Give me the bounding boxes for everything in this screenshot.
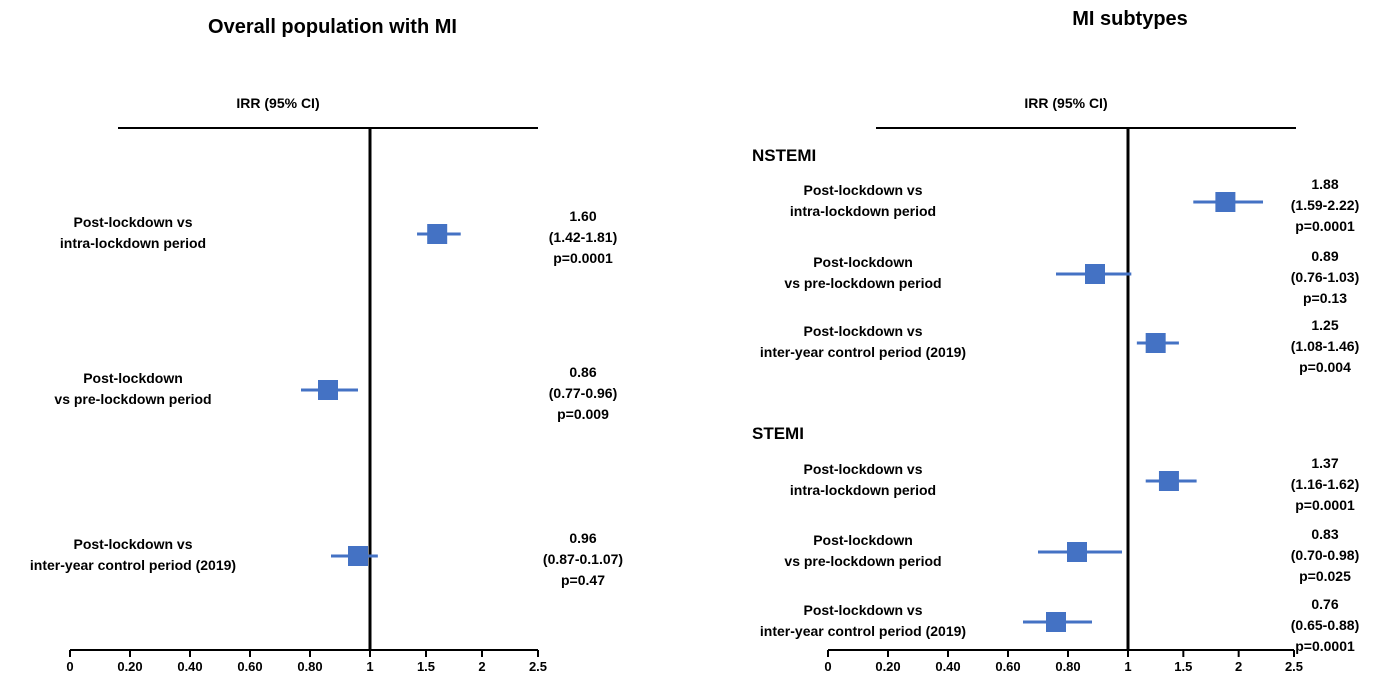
p0-result-text: 0.86	[569, 364, 596, 380]
p1-result-text: p=0.0001	[1295, 638, 1355, 654]
p1-row-label: Post-lockdown vs	[803, 323, 922, 339]
p0-result-text: (0.87-0.1.07)	[543, 551, 623, 567]
p0-row-label: inter-year control period (2019)	[30, 557, 236, 573]
p1-result-text: 1.25	[1311, 317, 1338, 333]
p0-row-label: intra-lockdown period	[60, 235, 206, 251]
p0-result-text: (1.42-1.81)	[549, 229, 617, 245]
p0-row-label: Post-lockdown vs	[73, 214, 192, 230]
p1-x-tick-label: 0	[824, 659, 831, 674]
p1-result-text: p=0.13	[1303, 290, 1347, 306]
p1-result-text: (0.70-0.98)	[1291, 547, 1359, 563]
p0-point-estimate	[348, 546, 368, 566]
p1-x-tick-label: 1.5	[1174, 659, 1192, 674]
p1-x-tick-label: 2.5	[1285, 659, 1303, 674]
p0-row-label: Post-lockdown vs	[73, 536, 192, 552]
p1-row-label: intra-lockdown period	[790, 482, 936, 498]
p1-result-text: (1.59-2.22)	[1291, 197, 1359, 213]
p1-result-text: (1.08-1.46)	[1291, 338, 1359, 354]
p1-result-text: p=0.025	[1299, 568, 1351, 584]
p0-point-estimate	[427, 224, 448, 244]
p1-result-text: p=0.004	[1299, 359, 1351, 375]
p1-point-estimate	[1145, 333, 1166, 353]
p0-x-tick-label: 2.5	[529, 659, 547, 674]
p1-result-text: 1.88	[1311, 176, 1338, 192]
p0-result-text: p=0.47	[561, 572, 605, 588]
p0-x-tick-label: 1	[366, 659, 373, 674]
p1-result-text: 0.76	[1311, 596, 1338, 612]
p1-point-estimate	[1215, 192, 1236, 212]
p0-x-tick-label: 0.40	[177, 659, 202, 674]
p1-row-label: inter-year control period (2019)	[760, 623, 966, 639]
p1-group-title: NSTEMI	[752, 146, 816, 165]
p1-result-text: 0.83	[1311, 526, 1338, 542]
p1-point-estimate	[1158, 471, 1179, 491]
p1-row-label: vs pre-lockdown period	[784, 553, 941, 569]
p1-x-tick-label: 1	[1124, 659, 1131, 674]
p1-row-label: Post-lockdown	[813, 254, 913, 270]
p0-x-tick-label: 0.20	[117, 659, 142, 674]
p1-x-tick-label: 0.40	[935, 659, 960, 674]
p1-group-title: STEMI	[752, 424, 804, 443]
p1-row-label: intra-lockdown period	[790, 203, 936, 219]
p1-x-tick-label: 0.20	[875, 659, 900, 674]
p0-result-text: p=0.009	[557, 406, 609, 422]
p1-point-estimate	[1046, 612, 1066, 632]
p0-x-tick-label: 0.80	[297, 659, 322, 674]
p1-row-label: Post-lockdown vs	[803, 461, 922, 477]
p1-header-label: IRR (95% CI)	[1024, 95, 1107, 111]
left-panel-title: Overall population with MI	[208, 16, 457, 38]
p0-x-tick-label: 0	[66, 659, 73, 674]
p0-result-text: p=0.0001	[553, 250, 613, 266]
p0-result-text: 1.60	[569, 208, 596, 224]
p1-result-text: (0.76-1.03)	[1291, 269, 1359, 285]
p0-row-label: Post-lockdown	[83, 370, 183, 386]
p1-row-label: Post-lockdown vs	[803, 182, 922, 198]
p0-result-text: 0.96	[569, 530, 596, 546]
p1-x-tick-label: 2	[1235, 659, 1242, 674]
p0-point-estimate	[318, 380, 338, 400]
p1-result-text: 1.37	[1311, 455, 1338, 471]
p0-x-tick-label: 1.5	[417, 659, 435, 674]
p0-header-label: IRR (95% CI)	[236, 95, 319, 111]
p0-row-label: vs pre-lockdown period	[54, 391, 211, 407]
p0-result-text: (0.77-0.96)	[549, 385, 617, 401]
p0-x-tick-label: 2	[478, 659, 485, 674]
p1-result-text: (1.16-1.62)	[1291, 476, 1359, 492]
p1-point-estimate	[1085, 264, 1105, 284]
p1-point-estimate	[1067, 542, 1087, 562]
p0-x-tick-label: 0.60	[237, 659, 262, 674]
right-panel-title: MI subtypes	[1072, 8, 1188, 30]
p1-row-label: vs pre-lockdown period	[784, 275, 941, 291]
p1-row-label: Post-lockdown vs	[803, 602, 922, 618]
p1-result-text: 0.89	[1311, 248, 1338, 264]
p1-x-tick-label: 0.60	[995, 659, 1020, 674]
p1-row-label: inter-year control period (2019)	[760, 344, 966, 360]
p1-result-text: (0.65-0.88)	[1291, 617, 1359, 633]
p1-result-text: p=0.0001	[1295, 497, 1355, 513]
p1-result-text: p=0.0001	[1295, 218, 1355, 234]
p1-row-label: Post-lockdown	[813, 532, 913, 548]
p1-x-tick-label: 0.80	[1055, 659, 1080, 674]
